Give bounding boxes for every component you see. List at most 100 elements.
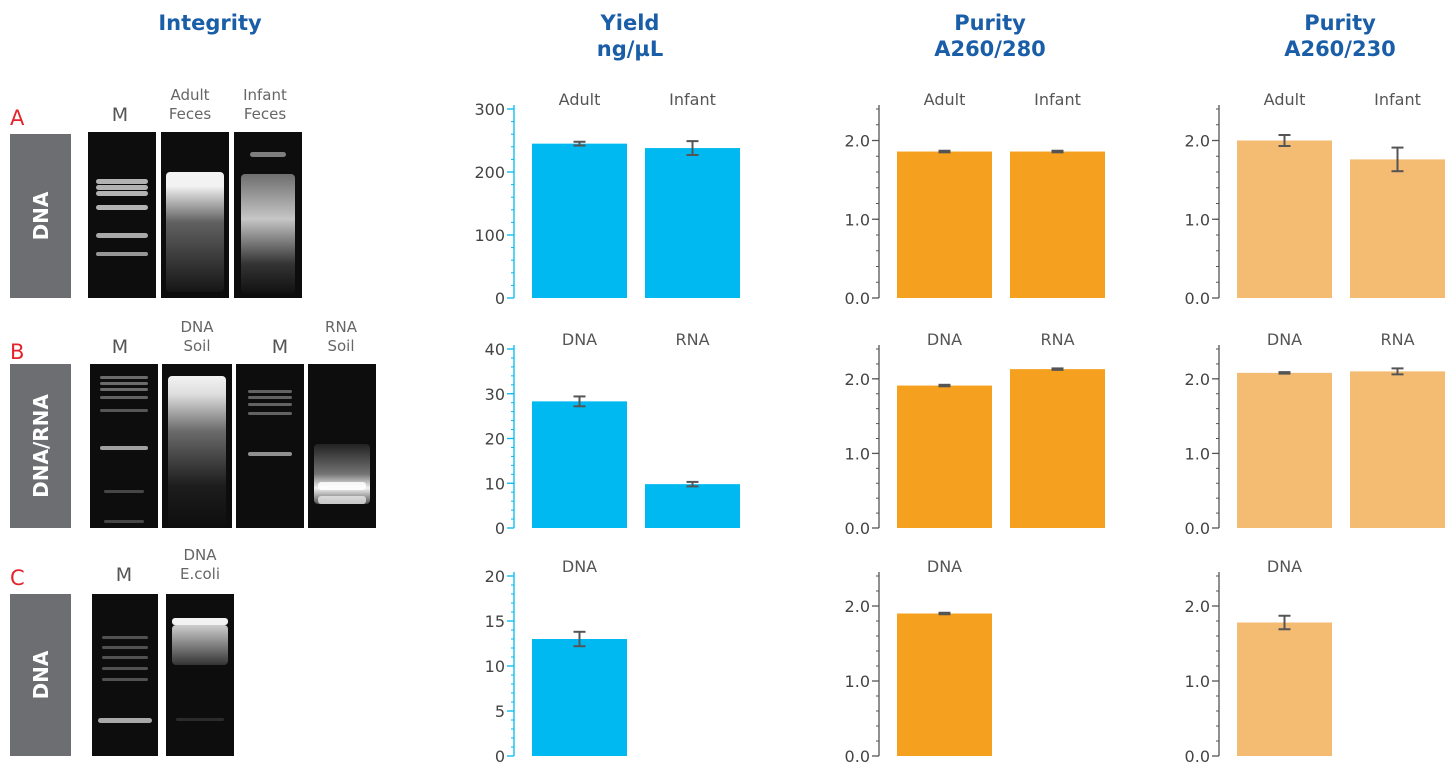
y-tick-label: 0.0 [845,519,870,538]
category-label-dna: DNA [1267,557,1302,576]
gel-image-marker [236,364,304,528]
y-tick-label: 0.0 [845,747,870,766]
bar-dna [897,385,992,528]
row-c-sample-type-label: DNA [28,650,53,700]
purity-280-chart-row-b: 0.0 1.0 2.0 DNA RNA [845,330,1105,538]
y-tick-label: 1.0 [845,444,870,463]
bar-dna [1237,372,1332,528]
bar-dna [532,639,627,756]
gel-image-marker [92,594,158,756]
bar-infant [1350,159,1445,298]
purity-230-chart-row-b: 0.0 1.0 2.0 DNA RNA [1185,330,1445,538]
y-tick-label: 0.0 [845,289,870,308]
category-label-rna: RNA [1380,330,1414,349]
gel-image-adult-feces [161,132,229,298]
row-letter-b: B [10,340,25,364]
category-label-dna: DNA [562,557,597,576]
category-label-rna: RNA [1040,330,1074,349]
y-tick-label: 1.0 [845,672,870,691]
yield-chart-row-c: 0 5 10 15 20 DNA [485,557,627,766]
lane-label-rna-soil: RNA Soil [325,318,357,355]
category-label-dna: DNA [1267,330,1302,349]
gel-image-marker [88,132,156,298]
header-purity-a260-230: Purity A260/230 [1284,11,1396,61]
purity-280-chart-row-a: 0.0 1.0 2.0 Adult Infant [845,90,1105,308]
y-tick-label: 0.0 [1185,519,1210,538]
header-purity-a260-280: Purity A260/280 [934,11,1046,61]
gel-image-rna-soil [308,364,376,528]
lane-label-adult-feces: Adult Feces [168,86,212,123]
bar-infant [1010,151,1105,298]
category-label-dna: DNA [562,330,597,349]
purity-230-chart-row-c: 0.0 1.0 2.0 DNA [1185,557,1332,766]
y-tick-label: 2.0 [1185,597,1210,616]
header-yield: Yield ng/µL [596,11,664,61]
row-a-sample-type: DNA [10,134,71,298]
y-tick-label: 15 [485,612,505,631]
bar-rna [1350,371,1445,528]
bar-rna [1010,369,1105,528]
category-label-dna: DNA [927,330,962,349]
gel-image-dna-e-coli [166,594,234,756]
gel-image-marker [90,364,158,528]
y-tick-label: 1.0 [1185,672,1210,691]
category-label-dna: DNA [927,557,962,576]
bar-rna [645,484,740,528]
bar-dna [1237,622,1332,756]
bar-dna [532,401,627,528]
y-tick-label: 0.0 [1185,289,1210,308]
y-tick-label: 2.0 [845,597,870,616]
y-tick-label: 0 [495,519,505,538]
category-label-infant: Infant [1374,90,1421,109]
lane-label-marker: M [111,336,129,358]
lane-label-dna-soil: DNA Soil [180,318,214,355]
category-label-adult: Adult [924,90,966,109]
y-tick-label: 0 [495,289,505,308]
gel-image-infant-feces [234,132,302,298]
category-label-adult: Adult [1264,90,1306,109]
category-label-infant: Infant [669,90,716,109]
bar-adult [532,143,627,298]
purity-230-chart-row-a: 0.0 1.0 2.0 Adult Infant [1185,90,1445,308]
lane-label-marker: M [111,104,129,126]
y-tick-label: 0 [495,747,505,766]
row-letter-c: C [10,566,25,590]
category-label-rna: RNA [675,330,709,349]
lane-label-dna-e-coli: DNA E.coli [179,546,220,583]
category-label-adult: Adult [559,90,601,109]
y-tick-label: 2.0 [845,132,870,151]
y-tick-label: 40 [485,340,505,359]
y-tick-label: 10 [485,657,505,676]
row-b-sample-type-label: DNA/RNA [28,394,53,498]
y-tick-label: 20 [485,567,505,586]
category-label-infant: Infant [1034,90,1081,109]
y-tick-label: 100 [474,226,505,245]
row-a-sample-type-label: DNA [28,191,53,241]
y-tick-label: 1.0 [1185,210,1210,229]
yield-chart-row-a: 0 100 200 300 Adult Infant [474,90,740,308]
y-tick-label: 5 [495,702,505,721]
y-tick-label: 2.0 [1185,370,1210,389]
gel-image-dna-soil [162,364,232,528]
y-tick-label: 20 [485,430,505,449]
bar-adult [1237,140,1332,298]
lane-label-marker: M [115,564,133,586]
y-tick-label: 200 [474,163,505,182]
y-tick-label: 1.0 [845,210,870,229]
header-integrity: Integrity [158,11,262,35]
y-tick-label: 300 [474,100,505,119]
y-tick-label: 10 [485,474,505,493]
bar-infant [645,148,740,298]
row-b-sample-type: DNA/RNA [10,364,71,528]
y-tick-label: 1.0 [1185,444,1210,463]
lane-label-infant-feces: Infant Feces [243,86,287,123]
y-tick-label: 2.0 [845,370,870,389]
purity-280-chart-row-c: 0.0 1.0 2.0 DNA [845,557,992,766]
yield-chart-row-b: 0 10 20 30 40 DNA RNA [485,330,740,538]
bar-adult [897,151,992,298]
lane-label-marker: M [271,336,289,358]
row-letter-a: A [10,106,25,130]
bar-dna [897,613,992,756]
y-tick-label: 2.0 [1185,132,1210,151]
y-tick-label: 0.0 [1185,747,1210,766]
